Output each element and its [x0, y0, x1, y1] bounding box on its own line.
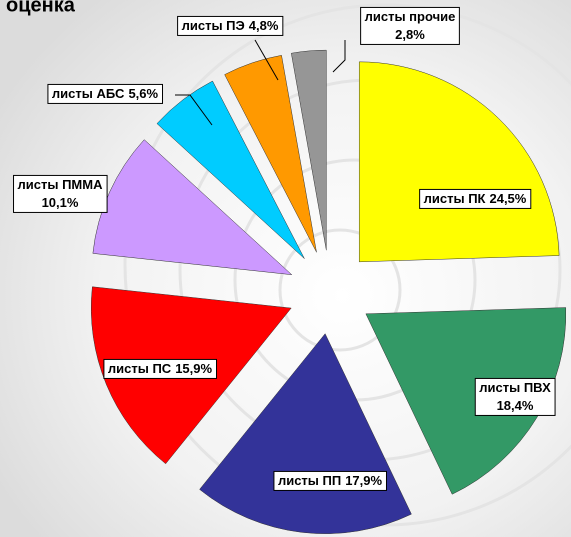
label-box	[419, 188, 532, 209]
pie-slice	[365, 307, 567, 495]
label-box	[177, 15, 284, 36]
category-label: листы ПС	[108, 361, 172, 376]
value-label: 24,5%	[489, 191, 526, 206]
data-label: листы ПММА 10,1%	[13, 174, 108, 213]
pie-slice	[291, 49, 327, 251]
leader-line	[254, 39, 279, 81]
value-label: 4,8%	[249, 18, 279, 33]
label-box	[103, 358, 218, 379]
value-label: 17,9%	[345, 473, 382, 488]
category-label: листы ПВХ	[479, 380, 551, 395]
category-label: листы прочие	[365, 9, 456, 24]
category-label: листы ПП	[278, 473, 341, 488]
pie-slice	[92, 139, 293, 276]
data-label: листы ПК 24,5%	[419, 188, 532, 209]
label-text: листы ПК 24,5%	[424, 191, 527, 206]
chart-title: оценка	[6, 0, 76, 16]
value-label: 15,9%	[175, 361, 212, 376]
data-label: листы ПП 17,9%	[273, 470, 387, 491]
leader-line	[175, 94, 213, 126]
data-label: листы прочие 2,8%	[360, 6, 460, 45]
label-box	[474, 377, 556, 416]
data-label: листы ПС 15,9%	[103, 358, 218, 379]
value-label: 2,8%	[395, 27, 425, 42]
label-text: листы ПММА 10,1%	[18, 177, 104, 210]
label-text: листы прочие 2,8%	[365, 9, 456, 42]
category-label: листы ПММА	[18, 177, 104, 192]
pie-slice	[224, 55, 317, 253]
pie-slice	[358, 61, 560, 263]
data-label: листы ПЭ 4,8%	[177, 15, 284, 36]
pie-slice	[156, 80, 305, 259]
label-box	[13, 174, 108, 213]
label-text: листы ПЭ 4,8%	[182, 18, 279, 33]
category-label: листы АБС	[52, 86, 125, 101]
label-text: листы ПС 15,9%	[108, 361, 213, 376]
category-label: листы ПК	[424, 191, 486, 206]
data-label: листы АБС 5,6%	[47, 83, 164, 104]
value-label: 5,6%	[128, 86, 158, 101]
category-label: листы ПЭ	[182, 18, 245, 33]
label-text: листы АБС 5,6%	[52, 86, 159, 101]
leader-line	[332, 40, 346, 73]
label-text: листы ПВХ 18,4%	[479, 380, 551, 413]
label-box	[360, 6, 460, 45]
label-box	[273, 470, 387, 491]
data-label: листы ПВХ 18,4%	[474, 377, 556, 416]
label-box	[47, 83, 164, 104]
value-label: 10,1%	[42, 195, 79, 210]
label-text: листы ПП 17,9%	[278, 473, 383, 488]
value-label: 18,4%	[497, 398, 534, 413]
